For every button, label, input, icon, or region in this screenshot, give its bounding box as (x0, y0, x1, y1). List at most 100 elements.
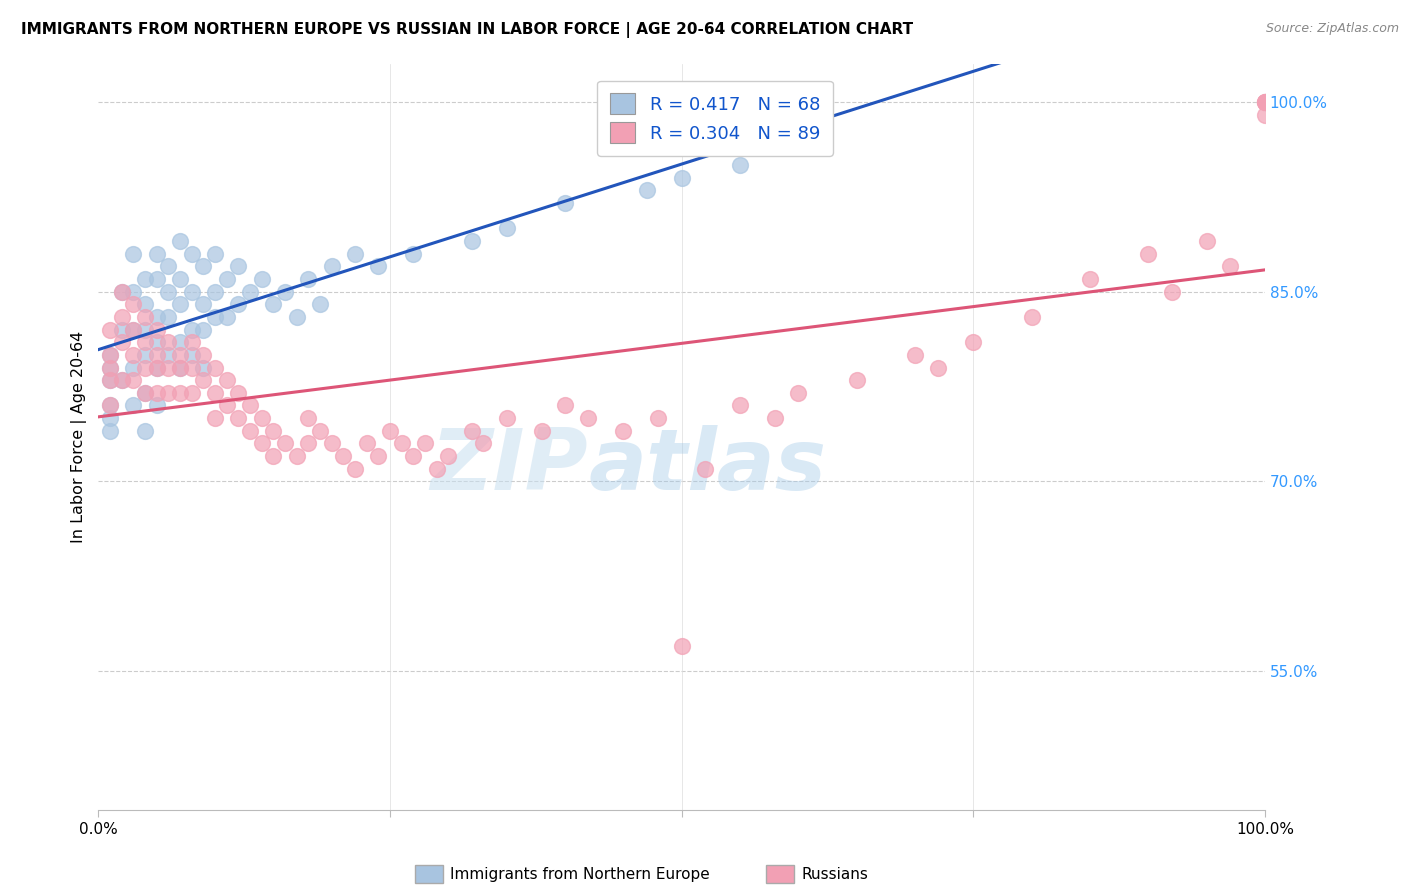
Point (134, 310, 156, 324)
Point (98, 348, 121, 362)
Point (111, 373, 134, 387)
Point (145, 310, 167, 324)
Point (134, 360, 156, 375)
Point (1254, 108, 1277, 122)
Point (343, 461, 366, 475)
Point (145, 348, 167, 362)
Point (98, 411, 121, 425)
Point (472, 436, 495, 450)
Point (530, 424, 553, 438)
Text: Immigrants from Northern Europe: Immigrants from Northern Europe (450, 867, 710, 881)
Point (554, 399, 576, 413)
Point (228, 260, 250, 274)
Point (111, 285, 134, 299)
Point (111, 285, 134, 299)
Point (98, 322, 121, 336)
Point (122, 322, 145, 336)
Point (180, 322, 202, 336)
Point (193, 260, 215, 274)
Point (1195, 234, 1218, 248)
Point (1254, 95, 1277, 109)
Point (1254, 95, 1277, 109)
Point (111, 322, 134, 336)
Point (1219, 260, 1241, 274)
Point (145, 335, 167, 350)
Point (111, 310, 134, 324)
Point (810, 95, 832, 109)
Point (228, 385, 250, 400)
Point (262, 449, 284, 463)
Point (285, 310, 308, 324)
Point (193, 373, 215, 387)
Text: atlas: atlas (588, 425, 827, 508)
Point (321, 436, 343, 450)
Point (180, 348, 202, 362)
Point (145, 322, 167, 336)
Point (460, 234, 482, 248)
Point (180, 285, 202, 299)
Point (215, 399, 238, 413)
Point (98, 348, 121, 362)
Point (180, 385, 202, 400)
Point (98, 424, 121, 438)
Point (285, 449, 308, 463)
Point (426, 461, 449, 475)
Point (309, 424, 332, 438)
Point (98, 360, 121, 375)
Point (122, 399, 145, 413)
Point (763, 411, 786, 425)
Point (845, 373, 868, 387)
Text: ZIP: ZIP (430, 425, 588, 508)
Point (157, 260, 180, 274)
Point (367, 449, 389, 463)
Point (215, 272, 238, 286)
Point (904, 348, 927, 362)
Point (169, 348, 191, 362)
Point (437, 449, 460, 463)
Point (262, 424, 284, 438)
Point (157, 310, 180, 324)
Point (1078, 272, 1101, 286)
Point (180, 335, 202, 350)
Point (262, 297, 284, 311)
Point (576, 411, 599, 425)
Point (134, 348, 156, 362)
Point (204, 246, 226, 260)
Point (239, 424, 262, 438)
Point (157, 348, 180, 362)
Point (111, 335, 134, 350)
Point (157, 360, 180, 375)
Point (693, 461, 716, 475)
Point (134, 335, 156, 350)
Point (250, 411, 273, 425)
Point (612, 424, 634, 438)
Point (122, 246, 145, 260)
Point (204, 285, 226, 299)
Point (1160, 285, 1182, 299)
Point (367, 260, 389, 274)
Point (204, 385, 226, 400)
Point (169, 360, 191, 375)
Point (1254, 95, 1277, 109)
Point (169, 272, 191, 286)
Point (169, 360, 191, 375)
Point (250, 272, 273, 286)
Point (98, 399, 121, 413)
Point (274, 436, 297, 450)
Point (402, 246, 425, 260)
Point (169, 385, 191, 400)
Point (122, 297, 145, 311)
Point (321, 260, 343, 274)
Text: Russians: Russians (801, 867, 869, 881)
Point (145, 246, 167, 260)
Point (157, 385, 180, 400)
Point (636, 184, 658, 198)
Point (134, 385, 156, 400)
Point (402, 449, 425, 463)
Point (495, 411, 517, 425)
Point (134, 424, 156, 438)
Point (647, 411, 669, 425)
Point (145, 360, 167, 375)
Point (671, 170, 693, 185)
Point (98, 360, 121, 375)
